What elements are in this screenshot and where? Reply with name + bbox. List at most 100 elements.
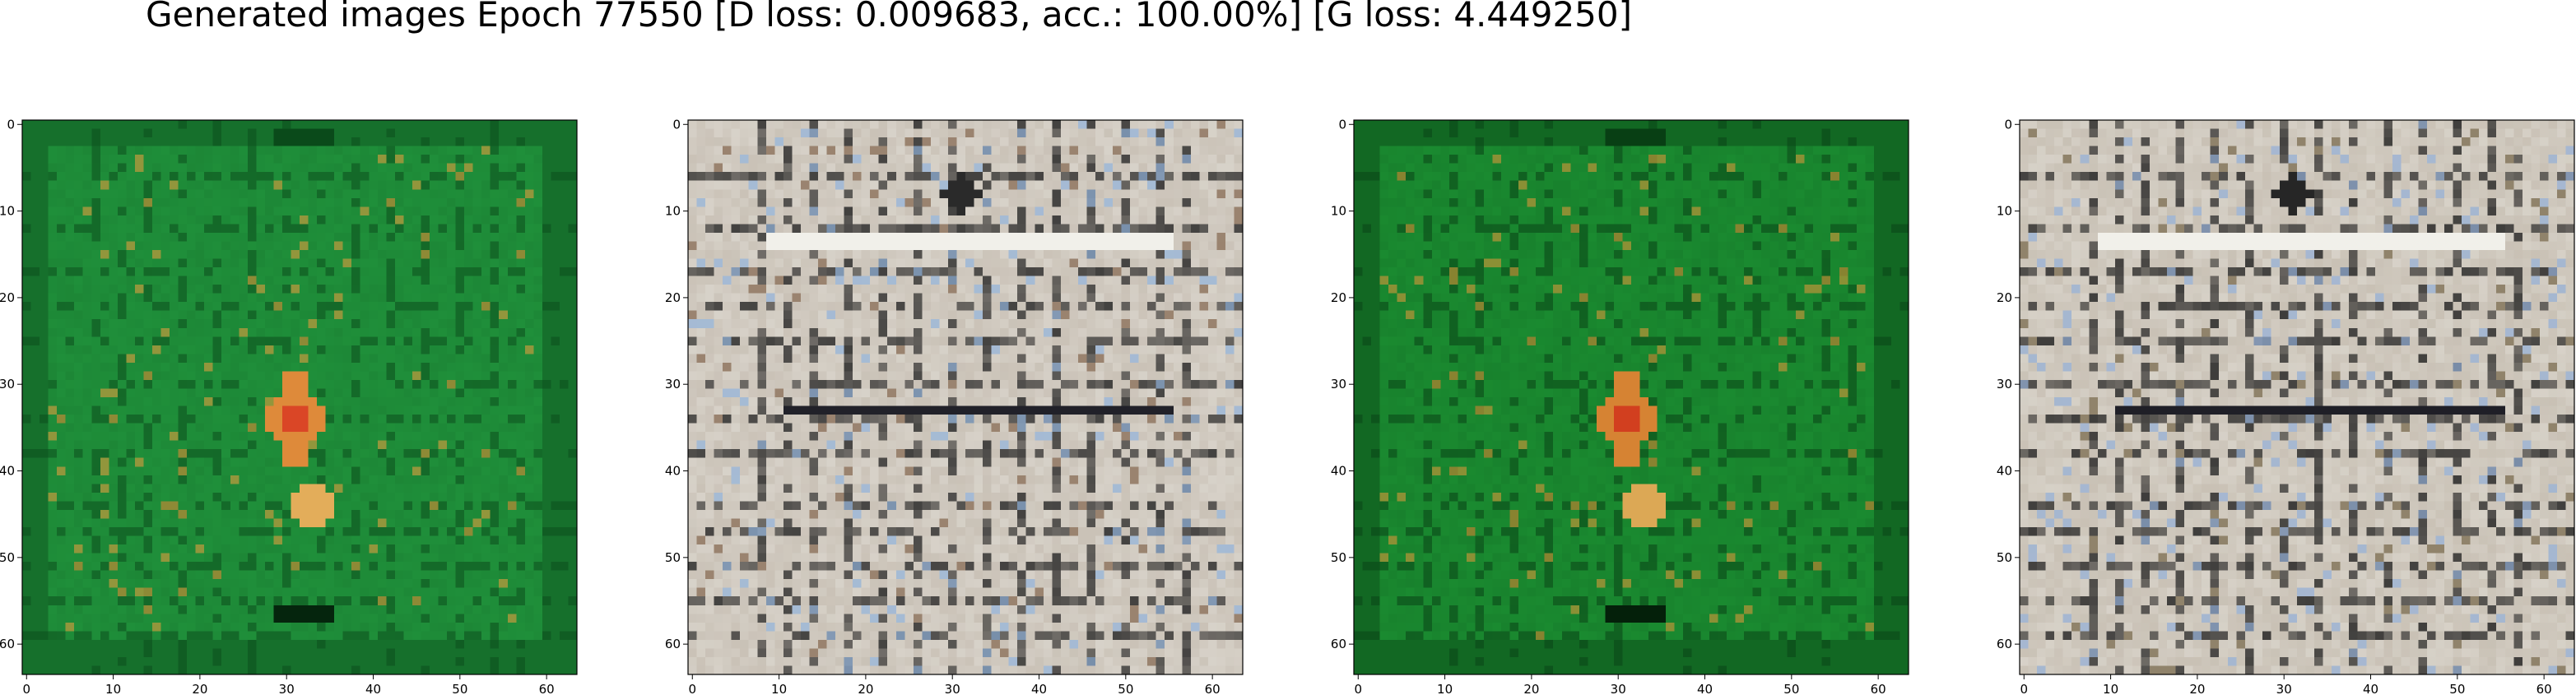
image-pixel (568, 319, 578, 329)
image-pixel (731, 172, 741, 182)
image-pixel (109, 648, 119, 658)
image-pixel (351, 415, 361, 424)
image-pixel (325, 440, 335, 450)
image-pixel (334, 258, 344, 268)
image-pixel (774, 180, 784, 190)
image-pixel (455, 587, 465, 597)
image-pixel (774, 120, 784, 129)
image-pixel (490, 596, 500, 606)
image-pixel (499, 492, 509, 502)
image-pixel (490, 475, 500, 484)
image-pixel (82, 206, 92, 216)
image-pixel (143, 137, 153, 146)
image-pixel (170, 302, 179, 312)
image-pixel (421, 189, 430, 199)
image-pixel (1025, 137, 1035, 146)
image-pixel (740, 155, 750, 164)
image-pixel (507, 155, 517, 164)
image-pixel (922, 128, 932, 138)
image-pixel (438, 379, 448, 389)
y-tick-label: 10 (0, 204, 15, 219)
image-pixel (1173, 155, 1183, 164)
image-pixel (1069, 215, 1079, 225)
image-pixel (134, 596, 144, 606)
image-pixel (170, 605, 179, 614)
image-pixel (757, 137, 767, 146)
image-pixel (57, 319, 67, 329)
image-pixel (403, 579, 413, 589)
image-pixel (472, 397, 482, 406)
image-pixel (48, 518, 58, 528)
image-pixel (134, 484, 144, 493)
image-pixel (516, 526, 526, 536)
image-pixel (464, 224, 474, 234)
image-pixel (507, 614, 517, 623)
image-pixel (100, 509, 109, 519)
image-pixel (481, 249, 491, 259)
image-pixel (239, 327, 249, 337)
image-pixel (308, 371, 318, 381)
image-pixel (82, 570, 92, 580)
image-pixel (342, 249, 352, 259)
image-pixel (65, 405, 75, 415)
image-pixel (499, 457, 509, 467)
image-pixel (403, 310, 413, 320)
image-pixel (126, 206, 136, 216)
image-pixel (281, 466, 291, 476)
image-pixel (256, 614, 266, 623)
image-pixel (983, 120, 992, 129)
image-pixel (895, 224, 905, 234)
image-pixel (360, 197, 370, 207)
image-pixel (403, 293, 413, 303)
image-pixel (187, 120, 197, 129)
image-pixel (160, 544, 170, 554)
image-pixel (91, 415, 101, 424)
image-pixel (403, 163, 413, 173)
image-pixel (481, 432, 491, 442)
image-pixel (342, 172, 352, 182)
image-pixel (559, 379, 569, 389)
image-pixel (895, 206, 905, 216)
image-pixel (947, 206, 957, 216)
image-pixel (490, 388, 500, 398)
image-pixel (117, 648, 127, 658)
image-pixel (412, 388, 421, 398)
image-pixel (895, 172, 905, 182)
image-pixel (360, 466, 370, 476)
image-pixel (568, 614, 578, 623)
image-pixel (151, 484, 161, 493)
image-pixel (351, 553, 361, 563)
image-pixel (100, 354, 109, 364)
image-pixel (126, 362, 136, 372)
image-pixel (91, 405, 101, 415)
image-pixel (809, 163, 819, 173)
image-pixel (22, 241, 31, 251)
image-pixel (204, 622, 214, 632)
image-pixel (1173, 128, 1183, 138)
image-pixel (421, 276, 430, 285)
image-pixel (308, 440, 318, 450)
image-pixel (40, 310, 49, 320)
image-pixel (1155, 155, 1165, 164)
image-pixel (82, 249, 92, 259)
image-pixel (568, 345, 578, 354)
image-pixel (170, 501, 179, 511)
image-pixel (100, 423, 109, 433)
image-pixel (447, 544, 456, 554)
image-pixel (1008, 146, 1018, 155)
image-pixel (369, 562, 379, 572)
image-pixel (956, 232, 966, 242)
image-pixel (412, 457, 421, 467)
image-pixel (57, 327, 67, 337)
image-pixel (221, 258, 231, 268)
image-pixel (490, 197, 500, 207)
image-pixel (117, 492, 127, 502)
image-pixel (273, 475, 283, 484)
image-pixel (65, 224, 75, 234)
image-pixel (351, 128, 361, 138)
image-pixel (455, 197, 465, 207)
image-pixel (212, 614, 222, 623)
image-pixel (403, 215, 413, 225)
image-pixel (464, 258, 474, 268)
image-pixel (317, 293, 326, 303)
